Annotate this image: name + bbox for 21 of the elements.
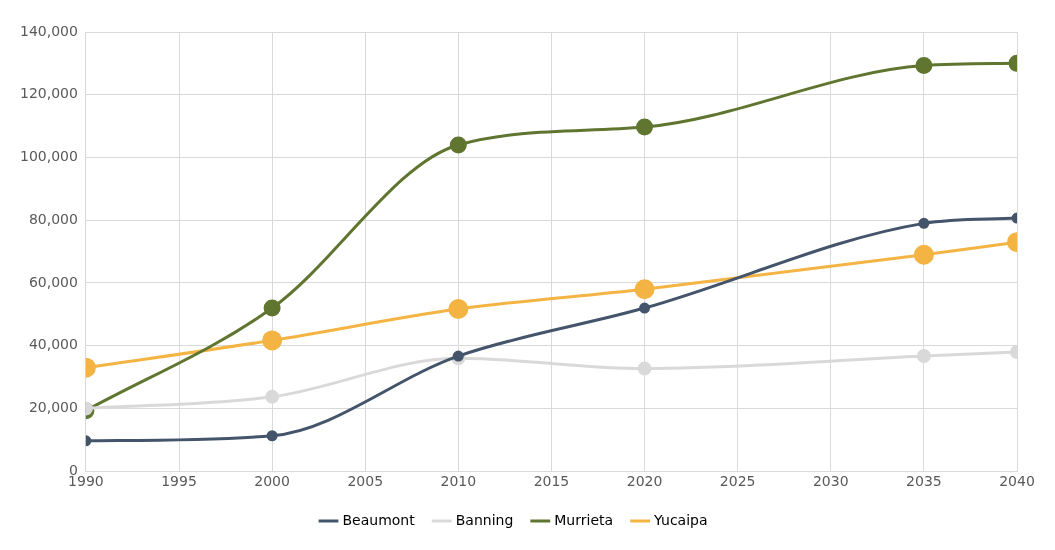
- x-tick-label: 1995: [161, 473, 197, 490]
- x-tick-label: 2025: [719, 473, 756, 490]
- legend-label: Banning: [455, 511, 514, 528]
- y-tick-label: 60,000: [28, 273, 78, 290]
- x-tick-label: 2035: [906, 473, 942, 490]
- legend-label: Murrieta: [554, 511, 614, 528]
- y-tick-label: 120,000: [19, 85, 78, 102]
- x-tick-label: 2030: [812, 473, 849, 490]
- x-tick-label: 2020: [626, 473, 663, 490]
- y-tick-label: 140,000: [19, 22, 78, 39]
- y-tick-label: 40,000: [28, 336, 78, 353]
- x-tick-label: 2015: [533, 473, 570, 490]
- x-tick-label: 2000: [254, 473, 290, 490]
- y-tick-label: 80,000: [28, 210, 78, 227]
- x-tick-label: 2005: [347, 473, 384, 490]
- legend-label: Yucaipa: [653, 511, 708, 528]
- y-tick-label: 20,000: [28, 399, 78, 416]
- x-tick-label: 2010: [440, 473, 477, 490]
- legend-label: Beaumont: [342, 511, 416, 528]
- y-tick-label: 100,000: [19, 148, 78, 165]
- x-tick-label: 2040: [999, 473, 1035, 490]
